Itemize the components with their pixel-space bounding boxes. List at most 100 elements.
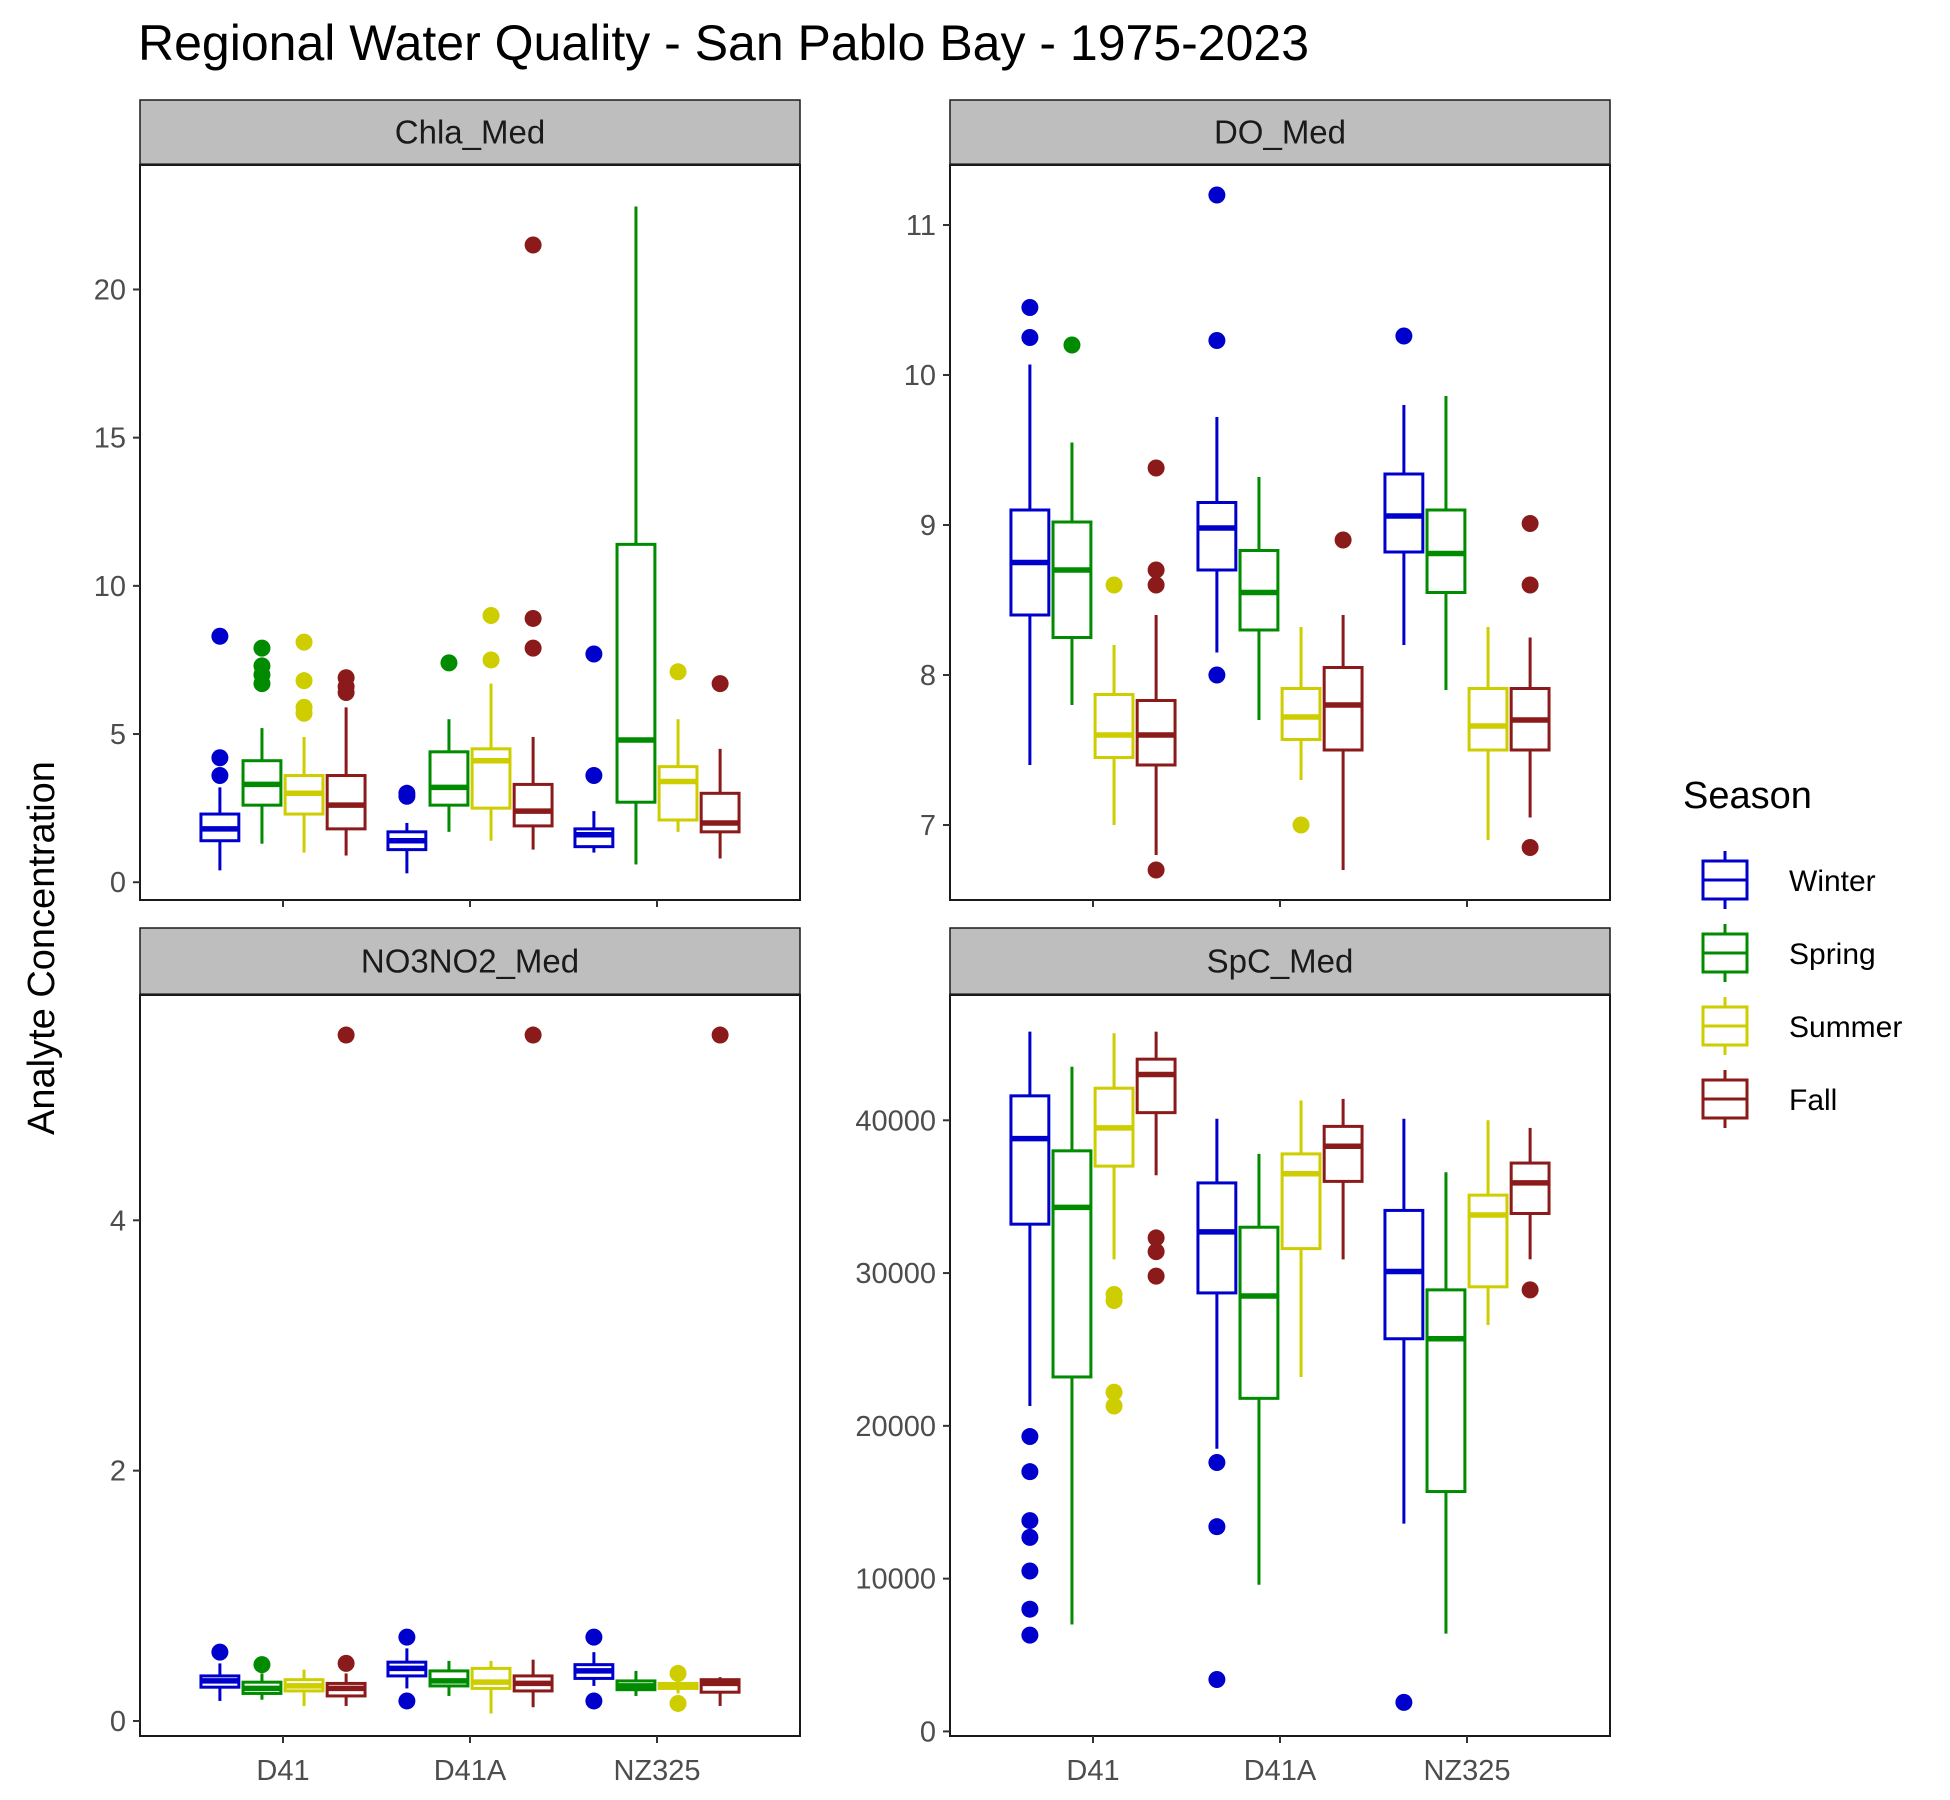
legend-label: Summer: [1789, 1011, 1902, 1044]
outlier-point: [295, 698, 313, 716]
outlier-point: [1147, 561, 1165, 579]
box-body: [1509, 1161, 1551, 1215]
outlier-point: [711, 675, 729, 693]
x-tick-label: D41: [1066, 1755, 1119, 1787]
x-tick-label: D41A: [1244, 1755, 1317, 1787]
legend-label: Winter: [1789, 865, 1876, 898]
box-d41-winter: [1009, 1031, 1051, 1644]
outlier-point: [1395, 1693, 1413, 1711]
box-d41-fall: [1135, 1031, 1177, 1285]
outlier-point: [211, 749, 229, 767]
box-body: [1093, 693, 1135, 759]
box-d41-winter: [199, 1643, 241, 1701]
outlier-point: [1292, 816, 1310, 834]
y-tick-label: 10000: [855, 1564, 936, 1596]
y-tick-label: 20000: [855, 1411, 936, 1443]
outlier-point: [398, 1628, 416, 1646]
box-nz325-spring: [615, 1670, 657, 1696]
box-nz325-summer: [1467, 627, 1509, 840]
box-d41-summer: [283, 633, 325, 853]
box-d41-spring: [1051, 1066, 1093, 1625]
box-d41a-fall: [512, 1026, 554, 1708]
box-body: [1009, 1094, 1051, 1226]
outlier-point: [211, 767, 229, 785]
box-d41a-winter: [1196, 186, 1238, 684]
outlier-point: [482, 606, 500, 624]
box-nz325-spring: [1425, 396, 1467, 690]
box-nz325-fall: [699, 1026, 741, 1706]
box-d41a-winter: [1196, 1118, 1238, 1688]
y-tick-label: 15: [94, 423, 126, 455]
outlier-point: [253, 639, 271, 657]
box-d41-spring: [241, 1656, 283, 1700]
panel-do-med: DO_Med 7 8 9 10 11: [904, 99, 1611, 907]
box-d41a-summer: [470, 606, 512, 841]
y-tick-label: 0: [110, 1706, 126, 1738]
outlier-point: [1208, 186, 1226, 204]
y-tick-label: 10: [904, 360, 936, 392]
outlier-point: [337, 1026, 355, 1044]
outlier-point: [585, 645, 603, 663]
legend-item-spring: Spring: [1701, 924, 1876, 982]
outlier-point: [1147, 861, 1165, 879]
box-nz325-winter: [1383, 1118, 1425, 1711]
box-nz325-summer: [657, 1664, 699, 1712]
facet-strip: [139, 99, 801, 166]
box-d41-spring: [241, 639, 283, 844]
outlier-point: [1521, 839, 1539, 856]
outlier-point: [1208, 1454, 1226, 1472]
outlier-point: [398, 1692, 416, 1710]
outlier-point: [1521, 515, 1539, 532]
box-d41-winter: [1009, 299, 1051, 765]
box-body: [1467, 687, 1509, 752]
box-d41a-summer: [470, 1660, 512, 1714]
box-d41a-summer: [1280, 627, 1322, 834]
outlier-point: [1021, 299, 1039, 316]
box-d41a-spring: [1238, 477, 1280, 720]
box-nz325-winter: [1383, 327, 1425, 645]
y-tick-label: 0: [110, 867, 126, 899]
x-tick-label: NZ325: [613, 1755, 700, 1787]
box-d41-fall: [325, 1026, 367, 1706]
outlier-point: [482, 651, 500, 669]
box-body: [1051, 1149, 1093, 1379]
legend-item-summer: Summer: [1701, 997, 1902, 1055]
panel-area: [139, 164, 801, 901]
y-tick-label: 20: [94, 274, 126, 306]
box-d41a-spring: [428, 654, 470, 832]
x-tick-label: D41A: [434, 1755, 507, 1787]
facet-strip-label: Chla_Med: [395, 114, 545, 151]
panel-chla-med: Chla_Med 0 5 10 15 20: [94, 99, 801, 907]
outlier-point: [1521, 576, 1539, 594]
box-nz325-fall: [1509, 515, 1551, 856]
outlier-point: [524, 639, 542, 657]
y-tick-label: 11: [906, 210, 936, 242]
box-body: [1383, 1208, 1425, 1341]
outlier-point: [524, 609, 542, 627]
y-tick-label: 4: [110, 1205, 126, 1237]
outlier-point: [585, 1628, 603, 1646]
y-tick-label: 10: [94, 571, 126, 603]
outlier-point: [253, 657, 271, 675]
box-body: [1196, 1181, 1238, 1295]
outlier-point: [585, 767, 603, 785]
box-d41a-fall: [512, 236, 554, 850]
outlier-point: [1208, 1670, 1226, 1688]
outlier-point: [669, 1664, 687, 1682]
box-nz325-fall: [1509, 1127, 1551, 1299]
box-body: [1322, 1124, 1364, 1183]
outlier-point: [1021, 1562, 1039, 1580]
legend-label: Fall: [1789, 1084, 1837, 1117]
box-d41a-spring: [1238, 1153, 1280, 1585]
outlier-point: [1208, 666, 1226, 684]
outlier-point: [585, 1692, 603, 1710]
outlier-point: [1395, 327, 1413, 345]
facet-strip-label: SpC_Med: [1207, 943, 1354, 980]
box-d41a-spring: [428, 1660, 470, 1696]
outlier-point: [1208, 332, 1226, 349]
y-tick-label: 40000: [855, 1105, 936, 1137]
box-body: [615, 542, 657, 804]
outlier-point: [440, 654, 458, 672]
box-body: [1467, 1193, 1509, 1289]
